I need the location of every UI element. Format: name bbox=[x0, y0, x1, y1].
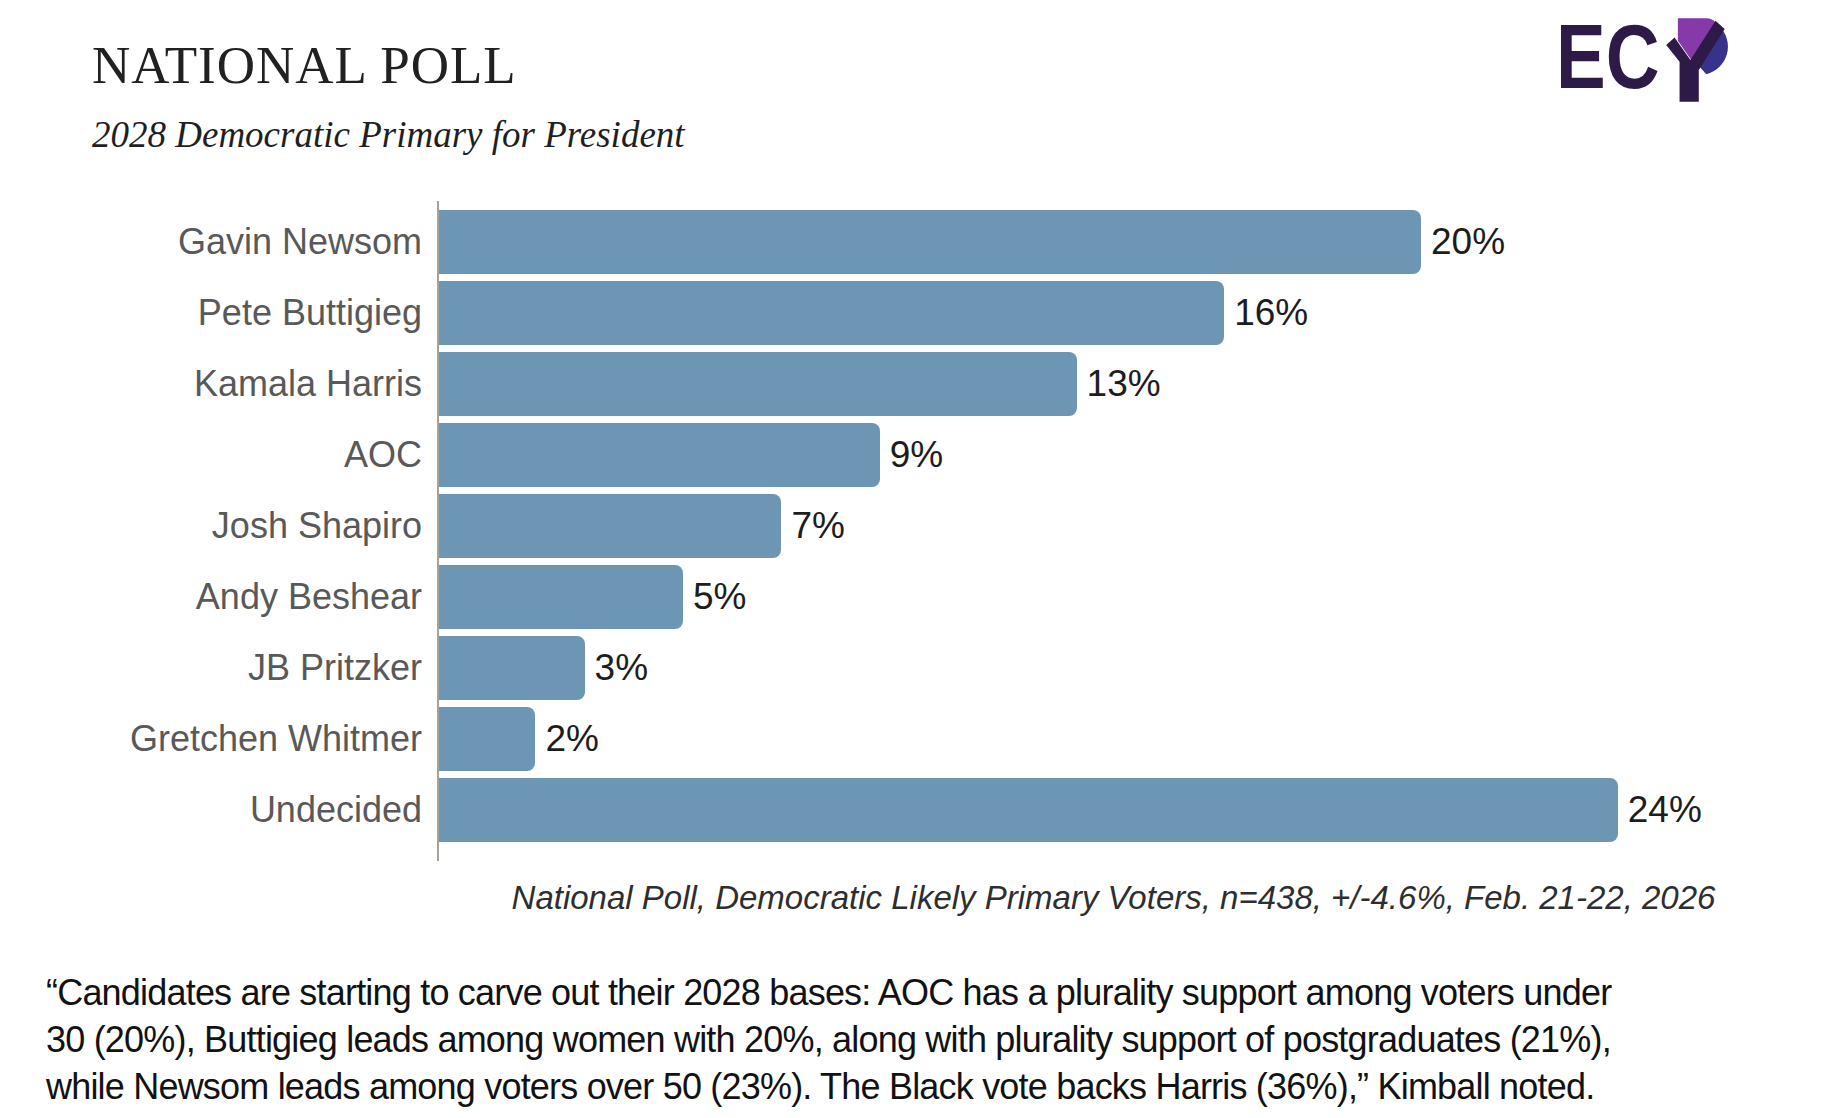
ecp-logo: EC bbox=[1556, 16, 1728, 104]
quote-line: “Candidates are starting to carve out th… bbox=[46, 969, 1786, 1016]
category-label: Kamala Harris bbox=[0, 363, 437, 405]
category-label: JB Pritzker bbox=[0, 647, 437, 689]
category-label: AOC bbox=[0, 434, 437, 476]
value-label: 13% bbox=[1087, 363, 1161, 405]
value-label: 9% bbox=[890, 434, 943, 476]
bar-track: 16% bbox=[437, 281, 1828, 345]
chart-row: Kamala Harris 13% bbox=[0, 348, 1828, 419]
bar bbox=[437, 565, 683, 629]
bar-track: 9% bbox=[437, 423, 1828, 487]
chart-row: Andy Beshear 5% bbox=[0, 561, 1828, 632]
pollster-quote: “Candidates are starting to carve out th… bbox=[46, 969, 1786, 1110]
bar-rows: Gavin Newsom 20% Pete Buttigieg 16% Kamala H… bbox=[0, 206, 1828, 845]
value-label: 24% bbox=[1628, 789, 1702, 831]
bar bbox=[437, 210, 1421, 274]
ecp-logo-p-mark bbox=[1666, 18, 1728, 101]
bar-track: 7% bbox=[437, 494, 1828, 558]
bar-track: 13% bbox=[437, 352, 1828, 416]
ecp-logo-letters: EC bbox=[1556, 16, 1660, 104]
category-label: Pete Buttigieg bbox=[0, 292, 437, 334]
value-label: 7% bbox=[791, 505, 844, 547]
category-label: Gretchen Whitmer bbox=[0, 718, 437, 760]
quote-line: 30 (20%), Buttigieg leads among women wi… bbox=[46, 1016, 1786, 1063]
quote-line: while Newsom leads among voters over 50 … bbox=[46, 1063, 1786, 1110]
value-label: 5% bbox=[693, 576, 746, 618]
chart-row: Josh Shapiro 7% bbox=[0, 490, 1828, 561]
bar-track: 3% bbox=[437, 636, 1828, 700]
bar-track: 2% bbox=[437, 707, 1828, 771]
bar bbox=[437, 281, 1224, 345]
category-label: Gavin Newsom bbox=[0, 221, 437, 263]
bar bbox=[437, 636, 585, 700]
bar-track: 24% bbox=[437, 778, 1828, 842]
chart-row: Gavin Newsom 20% bbox=[0, 206, 1828, 277]
chart-row: JB Pritzker 3% bbox=[0, 632, 1828, 703]
chart-row: Pete Buttigieg 16% bbox=[0, 277, 1828, 348]
chart-row: AOC 9% bbox=[0, 419, 1828, 490]
value-label: 3% bbox=[595, 647, 648, 689]
value-label: 16% bbox=[1234, 292, 1308, 334]
chart-row: Gretchen Whitmer 2% bbox=[0, 703, 1828, 774]
chart-subtitle: 2028 Democratic Primary for President bbox=[92, 112, 1828, 158]
value-label: 20% bbox=[1431, 221, 1505, 263]
bar-track: 5% bbox=[437, 565, 1828, 629]
bar-chart: Gavin Newsom 20% Pete Buttigieg 16% Kamala H… bbox=[0, 206, 1828, 845]
category-label: Andy Beshear bbox=[0, 576, 437, 618]
y-axis-line bbox=[437, 201, 439, 861]
category-label: Undecided bbox=[0, 789, 437, 831]
category-label: Josh Shapiro bbox=[0, 505, 437, 547]
bar-track: 20% bbox=[437, 210, 1828, 274]
bar bbox=[437, 778, 1618, 842]
bar bbox=[437, 352, 1077, 416]
bar bbox=[437, 423, 880, 487]
source-note: National Poll, Democratic Likely Primary… bbox=[437, 877, 1790, 919]
value-label: 2% bbox=[545, 718, 598, 760]
chart-row: Undecided 24% bbox=[0, 774, 1828, 845]
bar bbox=[437, 494, 781, 558]
bar bbox=[437, 707, 535, 771]
